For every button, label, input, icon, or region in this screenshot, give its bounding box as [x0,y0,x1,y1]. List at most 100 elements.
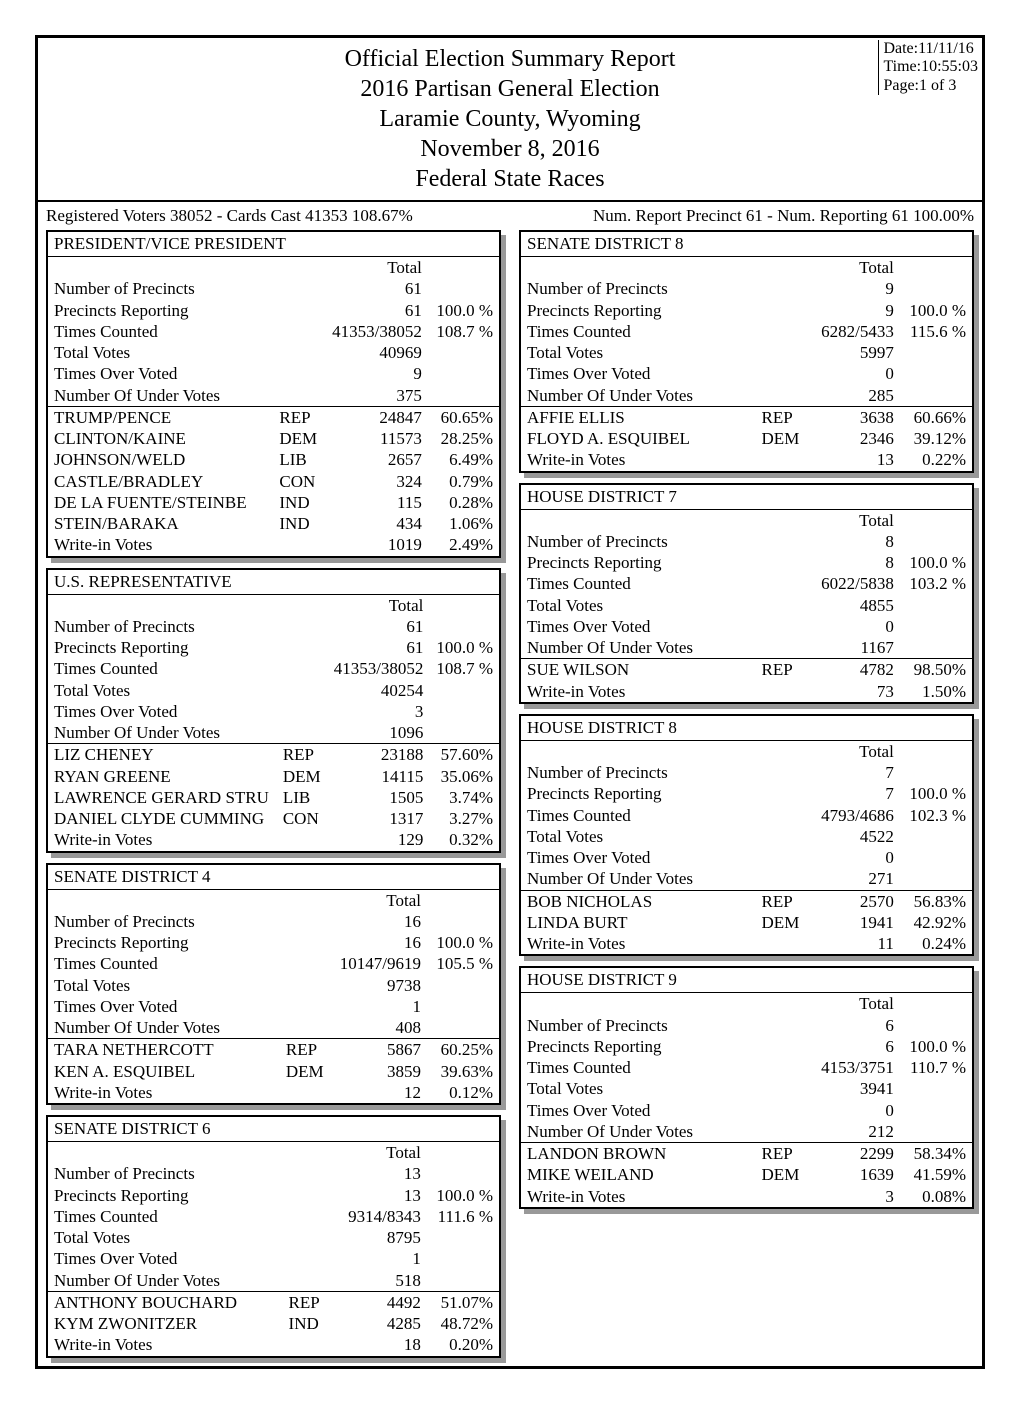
stat-row: Total Votes40969 [48,342,499,363]
blank [756,321,810,342]
stat-pct [900,637,972,659]
stats-right: Num. Report Precinct 61 - Num. Reporting… [593,206,974,226]
candidate-party: REP [277,744,328,766]
blank [756,847,810,868]
candidate-party: IND [283,1313,337,1334]
candidate-name: TARA NETHERCOTT [48,1039,280,1061]
blank [756,385,810,407]
blank [428,257,499,278]
stat-value: 9 [326,363,428,384]
stat-pct [900,342,972,363]
race-block: SENATE DISTRICT 6TotalNumber of Precinct… [46,1115,501,1358]
header-page: Page:1 of 3 [883,77,978,95]
candidate-pct: 0.32% [429,829,499,850]
header-line: November 8, 2016 [38,134,982,164]
stat-pct [900,1100,972,1121]
stat-row: Times Over Voted0 [521,616,972,637]
race-inner: SENATE DISTRICT 8TotalNumber of Precinct… [519,230,974,473]
total-label: Total [810,257,900,278]
candidate-pct: 60.66% [900,406,972,428]
candidate-row: DE LA FUENTE/STEINBEIND1150.28% [48,492,499,513]
stat-label: Times Over Voted [521,847,756,868]
stat-pct: 100.0 % [427,932,499,953]
blank [280,996,334,1017]
candidate-pct: 0.28% [428,492,499,513]
stat-row: Times Over Voted0 [521,847,972,868]
stat-pct [900,363,972,384]
blank [756,993,810,1014]
race-table: TotalNumber of Precincts61Precincts Repo… [48,257,499,556]
candidate-votes: 24847 [326,406,428,428]
candidate-votes: 5867 [334,1039,427,1061]
stat-value: 8795 [337,1227,427,1248]
blank [280,1017,334,1039]
stat-value: 4153/3751 [810,1057,900,1078]
blank [521,510,756,531]
candidate-name: Write-in Votes [521,449,756,470]
stat-value: 61 [328,637,430,658]
candidate-votes: 4782 [810,659,900,681]
stat-value: 3 [328,701,430,722]
blank [277,722,328,744]
candidate-party [280,1082,334,1103]
candidate-name: FLOYD A. ESQUIBEL [521,428,756,449]
candidate-party [756,1186,810,1207]
candidate-party: REP [280,1039,334,1061]
stat-row: Total Votes4522 [521,826,972,847]
race-inner: SENATE DISTRICT 6TotalNumber of Precinct… [46,1115,501,1358]
blank [756,552,810,573]
stat-label: Precincts Reporting [48,1185,283,1206]
header-line: Official Election Summary Report [38,44,982,74]
stat-label: Times Counted [521,321,756,342]
blank [48,890,280,911]
stat-row: Times Counted6282/5433115.6 % [521,321,972,342]
stat-row: Total Votes40254 [48,680,499,701]
stat-label: Times Over Voted [521,1100,756,1121]
stat-value: 8 [810,531,900,552]
stat-pct [429,722,499,744]
stat-label: Number of Precincts [48,1163,283,1184]
stat-pct: 100.0 % [900,1036,972,1057]
stat-pct: 100.0 % [900,300,972,321]
candidate-pct: 3.74% [429,787,499,808]
candidate-votes: 4492 [337,1291,427,1313]
stat-label: Number of Precincts [48,278,273,299]
total-label: Total [337,1142,427,1163]
race-title: U.S. REPRESENTATIVE [48,570,499,595]
stat-row: Total Votes5997 [521,342,972,363]
header-line: Federal State Races [38,164,982,194]
blank [283,1227,337,1248]
stat-pct: 103.2 % [900,573,972,594]
candidate-pct: 35.06% [429,766,499,787]
total-label: Total [810,510,900,531]
blank [756,257,810,278]
blank [756,342,810,363]
blank [280,890,334,911]
stat-pct [900,278,972,299]
stats-left: Registered Voters 38052 - Cards Cast 413… [46,206,413,226]
candidate-row: SUE WILSONREP478298.50% [521,659,972,681]
candidate-votes: 11 [810,933,900,954]
race-table: TotalNumber of Precincts8Precincts Repor… [521,510,972,702]
stat-value: 408 [334,1017,427,1039]
stat-pct [900,385,972,407]
candidate-row: Write-in Votes130.22% [521,449,972,470]
blank [900,993,972,1014]
blank [283,1248,337,1269]
candidate-name: Write-in Votes [48,1334,283,1355]
race-block: SENATE DISTRICT 4TotalNumber of Precinct… [46,863,501,1106]
candidate-row: Write-in Votes180.20% [48,1334,499,1355]
stat-label: Precincts Reporting [48,300,273,321]
stat-label: Number Of Under Votes [521,1121,756,1143]
stat-pct [428,342,499,363]
stat-row: Times Counted41353/38052108.7 % [48,321,499,342]
candidate-name: LANDON BROWN [521,1143,756,1165]
stat-value: 61 [326,300,428,321]
stat-value: 7 [810,783,900,804]
candidate-row: KEN A. ESQUIBELDEM385939.63% [48,1061,499,1082]
stat-pct [427,975,499,996]
blank [273,300,326,321]
candidate-pct: 0.08% [900,1186,972,1207]
candidate-party: DEM [273,428,326,449]
candidate-votes: 11573 [326,428,428,449]
